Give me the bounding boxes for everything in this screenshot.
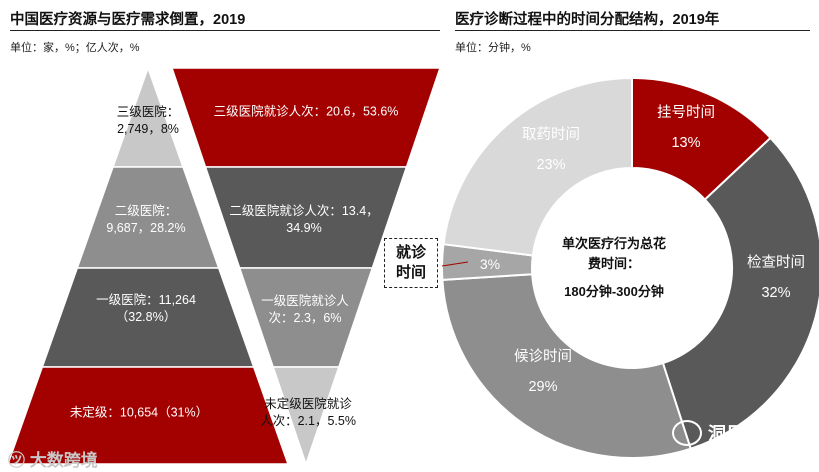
donut-slice-4 xyxy=(442,76,633,257)
right-chart-title: 医疗诊断过程中的时间分配结构，2019年 xyxy=(455,12,720,28)
watermark-logo-icon: ㋡ xyxy=(8,451,30,470)
pyramid-label-level2: 二级医院： 9,687，28.2% xyxy=(106,204,186,235)
inverted-band-3 xyxy=(272,366,340,467)
watermark-right: 洞见Daily xyxy=(672,420,787,446)
slice-label-consultation: 3% xyxy=(479,256,501,272)
callout-pointer xyxy=(441,261,469,267)
donut-slice-2 xyxy=(441,273,692,459)
pyramid-label-unrated: 未定级：10,654（31%） xyxy=(69,405,209,420)
watermark-left: ㋡ 大数跨境 xyxy=(8,451,98,470)
pyramid-label-level1: 一级医院：11,264 （32.8%） xyxy=(96,293,196,324)
right-unit-note: 单位：分钟，% xyxy=(455,42,531,54)
inverted-label-level2: 二级医院就诊人次：13.4， 34.9% xyxy=(229,204,379,235)
wechat-icon xyxy=(672,420,702,446)
consultation-callout: 就诊 时间 xyxy=(384,238,438,288)
slice-label-examination: 检查时间 32% xyxy=(747,255,805,301)
right-title-rule xyxy=(455,30,810,31)
pyramid-band-3 xyxy=(6,366,290,465)
inverted-label-level1: 一级医院就诊人 次：2.3，6% xyxy=(261,294,349,325)
slice-label-registration: 挂号时间 13% xyxy=(657,105,715,151)
inverted-label-unrated: 未定级医院就诊 人次：2.1，5.5% xyxy=(260,397,356,428)
donut-slice-1 xyxy=(661,136,819,450)
slice-label-waiting: 候诊时间 29% xyxy=(514,349,572,395)
donut-center-text: 单次医疗行为总花 费时间： 180分钟-300分钟 xyxy=(561,236,667,299)
left-unit-note: 单位：家，%；亿人次，% xyxy=(10,42,140,54)
left-title-rule xyxy=(10,30,440,31)
left-chart-title: 中国医疗资源与医疗需求倒置，2019 xyxy=(10,12,246,28)
pyramid-chart xyxy=(6,68,440,467)
pyramid-label-level3: 三级医院： 2,749，8% xyxy=(116,105,180,136)
slice-label-pharmacy: 取药时间 23% xyxy=(522,127,580,173)
inverted-label-level3: 三级医院就诊人次：20.6，53.6% xyxy=(213,104,399,119)
